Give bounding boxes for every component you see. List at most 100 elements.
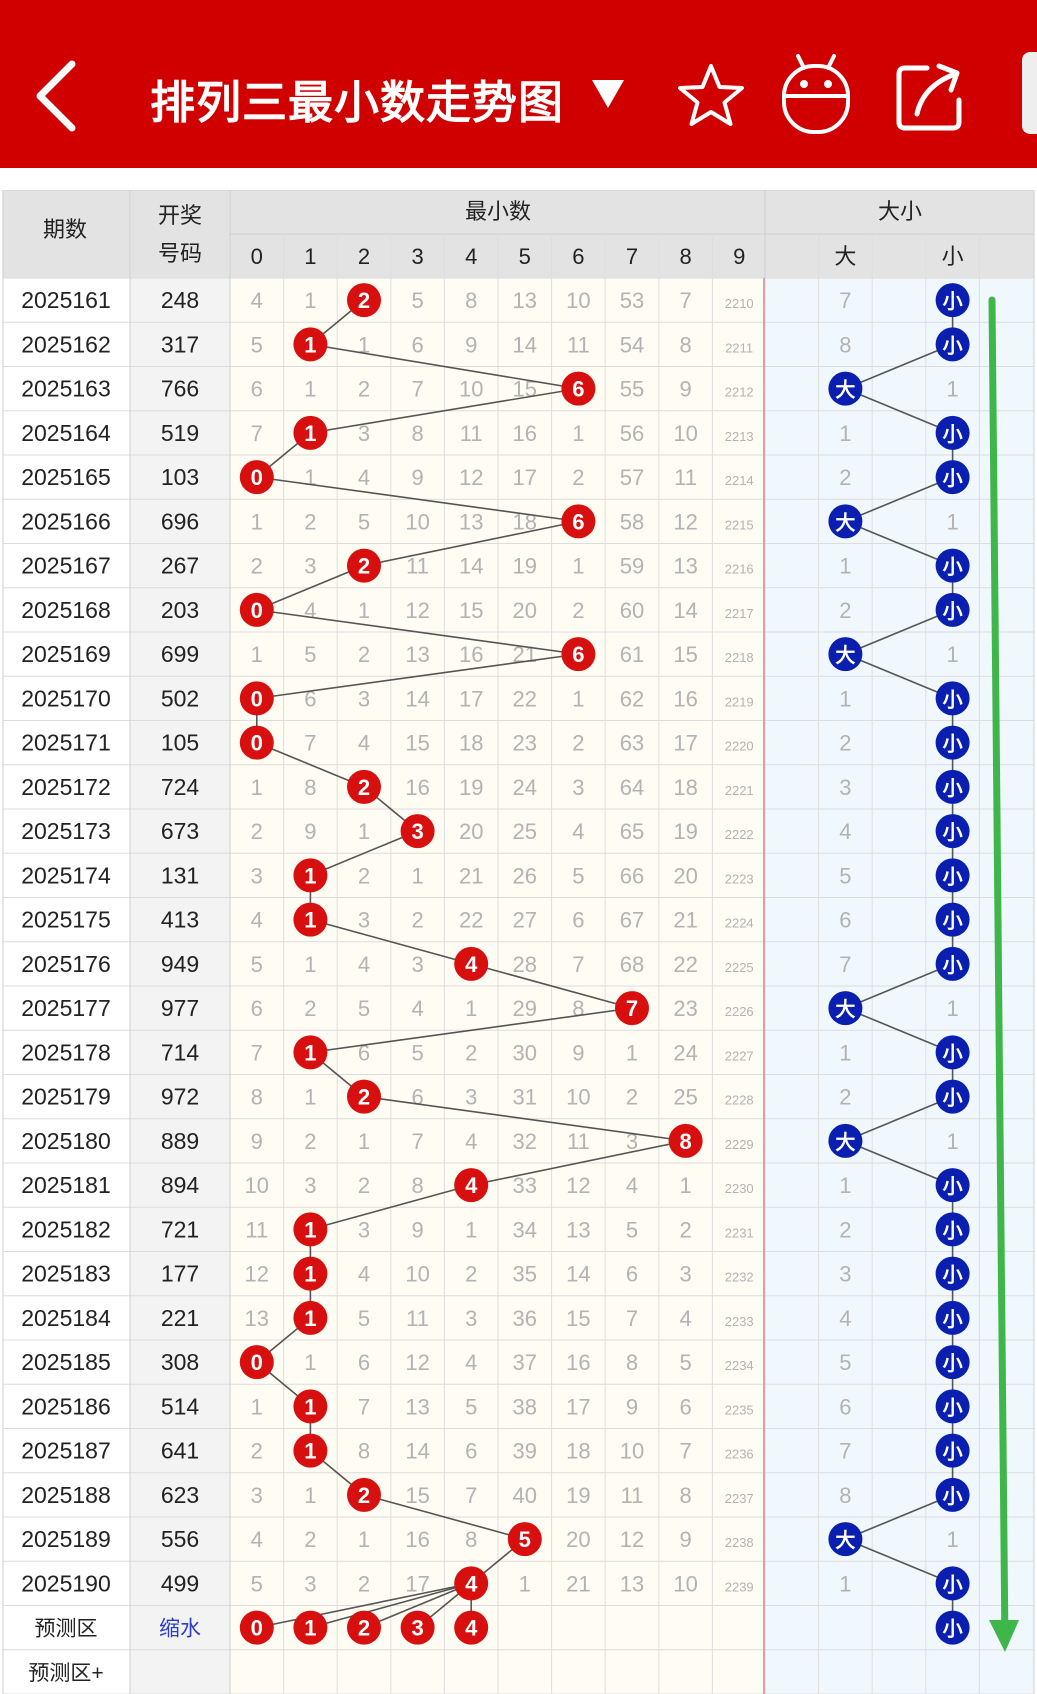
trend-line <box>845 520 953 567</box>
size-miss-cell: 7 <box>839 952 851 977</box>
miss-cell: 9 <box>626 1394 638 1419</box>
size-miss-cell: 1 <box>946 509 958 534</box>
number-cell: 317 <box>161 331 199 357</box>
miss-cell: 2221 <box>725 783 754 798</box>
blue-ball-label: 小 <box>943 1087 963 1110</box>
miss-cell: 6 <box>358 1040 370 1065</box>
miss-cell: 7 <box>304 731 316 756</box>
miss-cell: 60 <box>620 598 644 623</box>
number-cell: 519 <box>161 420 199 446</box>
miss-cell: 67 <box>620 908 644 933</box>
size-miss-cell: 6 <box>839 1394 851 1419</box>
blue-ball <box>935 1566 970 1601</box>
red-ball <box>454 1168 489 1203</box>
size-header: 小 <box>942 244 964 269</box>
miss-cell: 1 <box>251 1394 263 1419</box>
miss-cell: 16 <box>673 686 697 711</box>
number-cell: 499 <box>161 1570 199 1596</box>
miss-cell: 2 <box>358 863 370 888</box>
red-ball-label: 1 <box>304 1217 316 1242</box>
size-miss-cell: 5 <box>839 863 851 888</box>
share-icon[interactable] <box>893 60 967 134</box>
trend-line <box>845 387 953 434</box>
miss-cell: 2225 <box>725 960 754 975</box>
red-ball <box>347 548 381 583</box>
red-ball-label: 1 <box>304 908 316 933</box>
number-cell: 103 <box>161 464 199 490</box>
miss-cell: 1 <box>572 554 584 579</box>
miss-cell: 10 <box>673 421 697 446</box>
miss-cell: 13 <box>673 554 697 579</box>
chevron-left-icon[interactable] <box>30 58 86 134</box>
col-period-header: 期数 <box>43 217 87 242</box>
miss-cell: 4 <box>626 1173 638 1198</box>
robot-icon[interactable] <box>780 52 852 136</box>
period-cell: 2025168 <box>21 597 111 623</box>
min-digit-header: 9 <box>733 244 745 269</box>
red-ball-label: 0 <box>251 465 263 490</box>
red-ball-label: 0 <box>251 686 263 711</box>
red-ball-label: 1 <box>304 863 316 888</box>
forecast-red-ball-label: 3 <box>411 1616 423 1641</box>
blue-ball <box>935 1345 970 1380</box>
overflow-tab[interactable] <box>1022 52 1037 134</box>
miss-cell: 4 <box>358 1262 370 1287</box>
page-title[interactable]: 排列三最小数走势图 <box>150 76 565 129</box>
number-cell: 203 <box>161 597 199 623</box>
blue-ball <box>935 769 970 804</box>
star-outline-icon[interactable] <box>676 62 746 128</box>
forecast-red-ball <box>454 1610 489 1645</box>
miss-cell: 3 <box>358 908 370 933</box>
blue-ball-label: 小 <box>943 1175 963 1198</box>
shrink-link[interactable]: 缩水 <box>159 1618 201 1641</box>
period-cell: 2025186 <box>21 1393 111 1419</box>
miss-cell: 13 <box>620 1571 644 1596</box>
trend-line <box>845 1494 953 1540</box>
trend-line <box>845 1538 953 1585</box>
miss-cell: 2220 <box>725 739 754 754</box>
miss-cell: 4 <box>251 908 263 933</box>
miss-cell: 5 <box>251 952 263 977</box>
miss-cell: 7 <box>251 421 263 446</box>
miss-cell: 37 <box>513 1350 537 1375</box>
miss-cell: 18 <box>459 731 483 756</box>
miss-cell: 1 <box>358 598 370 623</box>
period-cell: 2025180 <box>21 1128 111 1154</box>
size-miss-cell: 1 <box>946 996 958 1021</box>
number-cell: 889 <box>161 1128 199 1154</box>
red-ball <box>615 991 649 1026</box>
miss-cell: 32 <box>513 1129 537 1154</box>
miss-cell: 20 <box>459 819 483 844</box>
forecast-line <box>256 1582 472 1629</box>
period-cell: 2025167 <box>21 553 111 579</box>
col-number-header-line1: 开奖 <box>158 203 202 228</box>
red-ball-label: 1 <box>304 1040 316 1065</box>
blue-ball <box>935 283 970 318</box>
blue-ball-label: 小 <box>943 865 963 888</box>
miss-cell: 9 <box>465 332 477 357</box>
trend-line <box>256 653 579 700</box>
forecast-red-ball-label: 0 <box>251 1616 263 1641</box>
size-miss-cell: 1 <box>839 1571 851 1596</box>
miss-cell: 7 <box>358 1394 370 1419</box>
miss-cell: 1 <box>304 377 316 402</box>
miss-cell: 13 <box>245 1306 269 1331</box>
period-cell: 2025166 <box>21 508 111 534</box>
miss-cell: 4 <box>358 952 370 977</box>
miss-cell: 14 <box>405 1439 429 1464</box>
miss-cell: 18 <box>566 1439 590 1464</box>
miss-cell: 11 <box>674 465 697 490</box>
blue-ball-label: 大 <box>835 1529 855 1552</box>
size-miss-cell: 7 <box>839 288 851 313</box>
trend-line <box>470 963 633 1009</box>
miss-cell: 6 <box>411 1085 423 1110</box>
size-miss-cell: 1 <box>839 554 851 579</box>
miss-cell: 25 <box>513 819 537 844</box>
red-ball <box>293 1300 328 1335</box>
miss-cell: 3 <box>304 554 316 579</box>
red-ball <box>293 327 328 362</box>
miss-cell: 7 <box>679 288 691 313</box>
miss-cell: 4 <box>358 465 370 490</box>
period-cell: 2025162 <box>21 331 111 357</box>
triangle-down-icon[interactable] <box>588 76 628 112</box>
